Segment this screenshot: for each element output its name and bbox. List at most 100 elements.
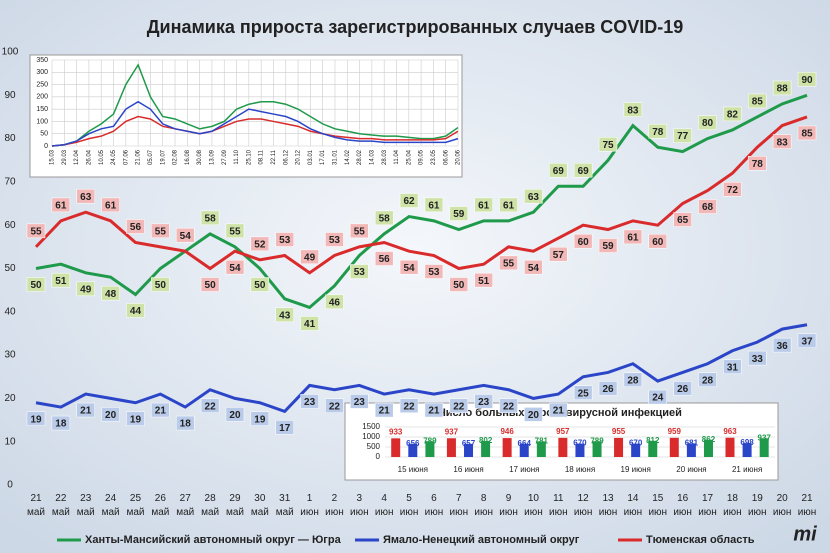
value-label-box	[723, 181, 742, 197]
bar	[631, 443, 641, 457]
value-label: 44	[130, 306, 142, 317]
value-label: 59	[453, 209, 465, 220]
value-label: 50	[254, 280, 266, 291]
y-tick-label: 300	[36, 69, 48, 76]
bar	[558, 437, 568, 457]
value-label: 88	[777, 84, 789, 95]
value-label-box	[549, 402, 568, 418]
x-tick-label: 14 июн	[624, 493, 643, 518]
value-label: 53	[329, 235, 341, 246]
value-label: 83	[777, 137, 789, 148]
value-label: 19	[130, 414, 142, 425]
value-label: 59	[602, 241, 614, 252]
value-label: 52	[254, 239, 266, 250]
x-tick-label: 22 май	[52, 493, 70, 518]
value-label: 55	[503, 258, 515, 269]
value-label-box	[698, 372, 717, 388]
value-label: 28	[702, 375, 714, 386]
y-tick-label: 40	[4, 306, 16, 317]
x-tick-label: 2 июн	[325, 493, 344, 518]
x-tick-label: 18 июня	[565, 465, 595, 474]
value-label-box	[723, 359, 742, 375]
value-label: 21	[428, 406, 440, 417]
value-label-box	[623, 229, 643, 245]
value-label-box	[499, 255, 518, 271]
value-label: 78	[652, 127, 664, 138]
value-label: 789	[423, 436, 437, 445]
value-label-box	[449, 398, 469, 413]
value-label: 664	[518, 439, 532, 448]
x-tick-label: 25.10	[246, 149, 252, 165]
value-label: 957	[556, 427, 570, 436]
value-label-box	[76, 402, 95, 418]
value-label-box	[499, 398, 518, 413]
value-label-box	[300, 249, 319, 265]
value-label: 54	[229, 263, 241, 274]
x-tick-label: 26 май	[151, 493, 169, 518]
x-tick-label: 1 июн	[300, 493, 319, 518]
value-label: 72	[727, 185, 739, 196]
x-tick-label: 11.10	[234, 149, 240, 164]
value-label: 19	[30, 414, 42, 425]
x-tick-label: 4 июн	[375, 493, 394, 518]
value-label: 51	[55, 276, 67, 287]
value-label: 43	[279, 310, 291, 321]
brand-logo: mi	[793, 523, 817, 545]
value-label: 49	[304, 252, 316, 263]
x-tick-label: 28 май	[201, 493, 219, 518]
value-label: 26	[677, 384, 689, 395]
series-line	[51, 100, 459, 147]
legend-label: Ямало-Ненецкий автономный округ	[383, 534, 580, 546]
value-label-box	[126, 411, 145, 426]
value-label: 51	[478, 276, 490, 287]
x-tick-label: 21 июня	[732, 465, 762, 474]
bar	[519, 443, 529, 457]
x-tick-label: 30 май	[251, 493, 269, 518]
value-label-box	[399, 193, 419, 208]
bar	[408, 443, 418, 457]
value-label-box	[51, 415, 71, 431]
value-label-box	[598, 238, 618, 253]
x-tick-label: 11.04	[394, 149, 400, 164]
value-label: 55	[354, 226, 366, 237]
value-label: 28	[627, 375, 639, 386]
x-tick-label: 29.03	[62, 149, 68, 165]
value-label: 681	[685, 438, 699, 447]
x-tick-label: 19 июня	[621, 465, 651, 474]
x-tick-label: 27 май	[176, 493, 194, 518]
value-label-box	[26, 277, 46, 292]
value-label-box	[374, 210, 394, 226]
series-line	[51, 115, 459, 147]
y-tick-label: 250	[36, 81, 48, 88]
value-label-box	[300, 394, 319, 409]
value-label: 937	[445, 427, 459, 436]
value-label-box	[797, 72, 817, 87]
x-tick-label: 28.03	[382, 149, 388, 165]
value-label: 55	[229, 226, 241, 237]
x-tick-label: 16 июня	[453, 465, 483, 474]
value-label: 55	[155, 226, 167, 237]
value-label: 85	[801, 129, 813, 140]
value-label: 61	[428, 201, 440, 212]
y-tick-label: 0	[376, 452, 381, 461]
x-tick-label: 21.06	[136, 149, 142, 165]
value-label: 46	[329, 297, 341, 308]
value-label: 50	[205, 280, 217, 291]
value-label: 24	[652, 393, 664, 404]
bar	[686, 443, 696, 457]
y-tick-label: 500	[367, 442, 381, 451]
value-label: 63	[528, 192, 540, 203]
value-label-box	[797, 333, 817, 349]
value-label-box	[549, 162, 568, 178]
value-label-box	[126, 303, 145, 318]
value-label: 56	[130, 222, 142, 233]
value-label-box	[424, 402, 444, 418]
value-label: 21	[379, 406, 391, 417]
value-label-box	[573, 385, 593, 400]
value-label-box	[250, 236, 270, 252]
value-label-box	[673, 381, 692, 396]
value-label-box	[549, 246, 568, 262]
y-tick-label: 200	[36, 94, 48, 101]
value-label-box	[772, 337, 792, 353]
